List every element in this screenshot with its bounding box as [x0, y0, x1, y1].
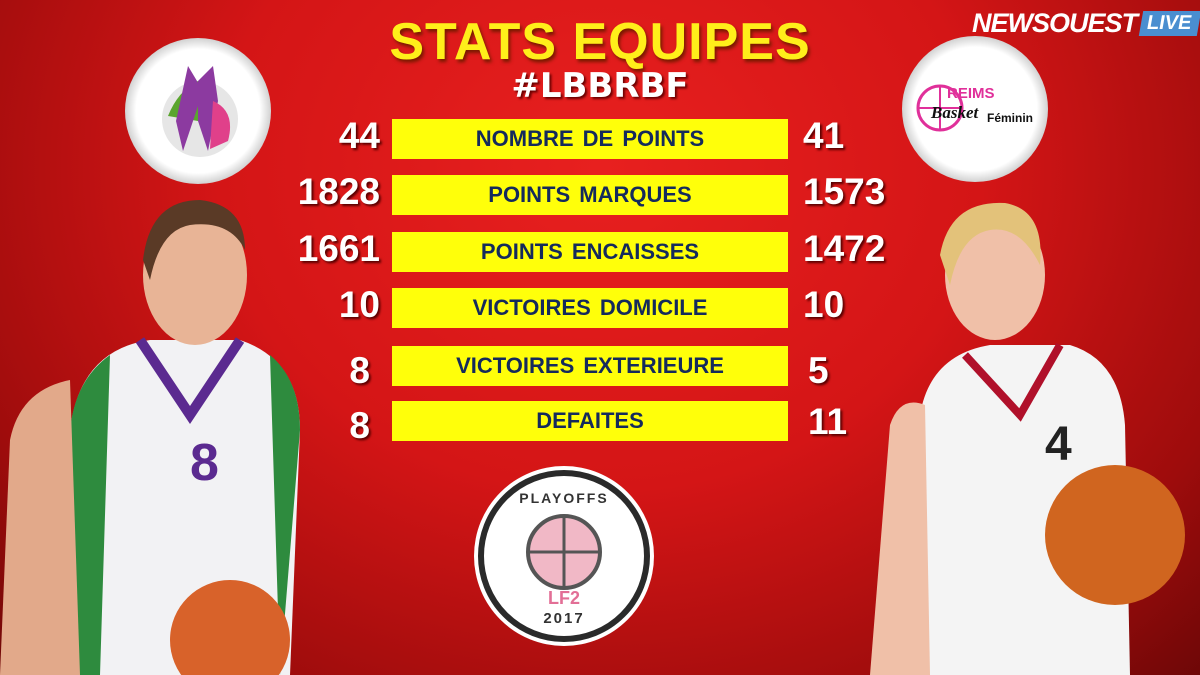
left-value: 1661: [297, 228, 380, 269]
basket-text: Basket: [931, 103, 979, 122]
live-badge: LIVE: [1138, 11, 1200, 36]
hashtag: #LBBRBF: [511, 66, 689, 106]
lf2-text: LF2: [547, 588, 580, 608]
stat-row: 44 NOMBRE DE POINTS 41: [0, 115, 1200, 159]
right-value: 1472: [803, 228, 886, 269]
svg-text:8: 8: [190, 434, 219, 492]
feminin-text: Féminin: [987, 111, 1034, 125]
basketball-icon: [526, 514, 602, 590]
stat-row: 8 VICTOIRES EXTERIEURE 5: [0, 346, 1200, 391]
left-value: 1828: [297, 171, 380, 212]
playoffs-text: PLAYOFFS: [519, 490, 609, 506]
left-value: 8: [349, 350, 370, 391]
stat-label: POINTS ENCAISSES: [392, 232, 788, 272]
page-title: STATS EQUIPES: [389, 13, 811, 71]
stat-label: VICTOIRES EXTERIEURE: [392, 346, 788, 386]
right-value: 11: [808, 401, 848, 442]
basketball-icon: [916, 84, 964, 132]
right-value: 1573: [803, 171, 886, 212]
left-value: 8: [349, 405, 370, 446]
landerneau-logo-icon: [162, 66, 238, 157]
left-value: 10: [338, 284, 380, 325]
left-player-photo: 8: [0, 200, 300, 675]
stat-row: 1828 POINTS MARQUES 1573: [0, 171, 1200, 215]
left-team-logo: [125, 38, 271, 184]
reims-text: REIMS: [947, 85, 995, 102]
stat-row: 1661 POINTS ENCAISSES 1472: [0, 228, 1200, 272]
stat-row: 8 DEFAITES 11: [0, 401, 1200, 446]
svg-text:4: 4: [1045, 418, 1072, 471]
right-team-logo: REIMS Basket Féminin: [902, 36, 1048, 182]
stat-label: DEFAITES: [392, 401, 788, 441]
right-value: 5: [808, 350, 829, 391]
stat-row: 10 VICTOIRES DOMICILE 10: [0, 284, 1200, 328]
stat-label: VICTOIRES DOMICILE: [392, 288, 788, 328]
year-text: 2017: [543, 610, 585, 627]
brand-name: NEWSOUEST: [972, 8, 1138, 38]
stat-label: POINTS MARQUES: [392, 175, 788, 215]
right-value: 41: [803, 115, 845, 156]
left-value: 44: [338, 115, 380, 156]
right-player-photo: 4: [870, 202, 1185, 675]
playoffs-logo: PLAYOFFS LF2 2017: [478, 470, 650, 642]
brand-logo: NEWSOUEST LIVE: [972, 8, 1200, 39]
stat-label: NOMBRE DE POINTS: [392, 119, 788, 159]
right-value: 10: [803, 284, 845, 325]
